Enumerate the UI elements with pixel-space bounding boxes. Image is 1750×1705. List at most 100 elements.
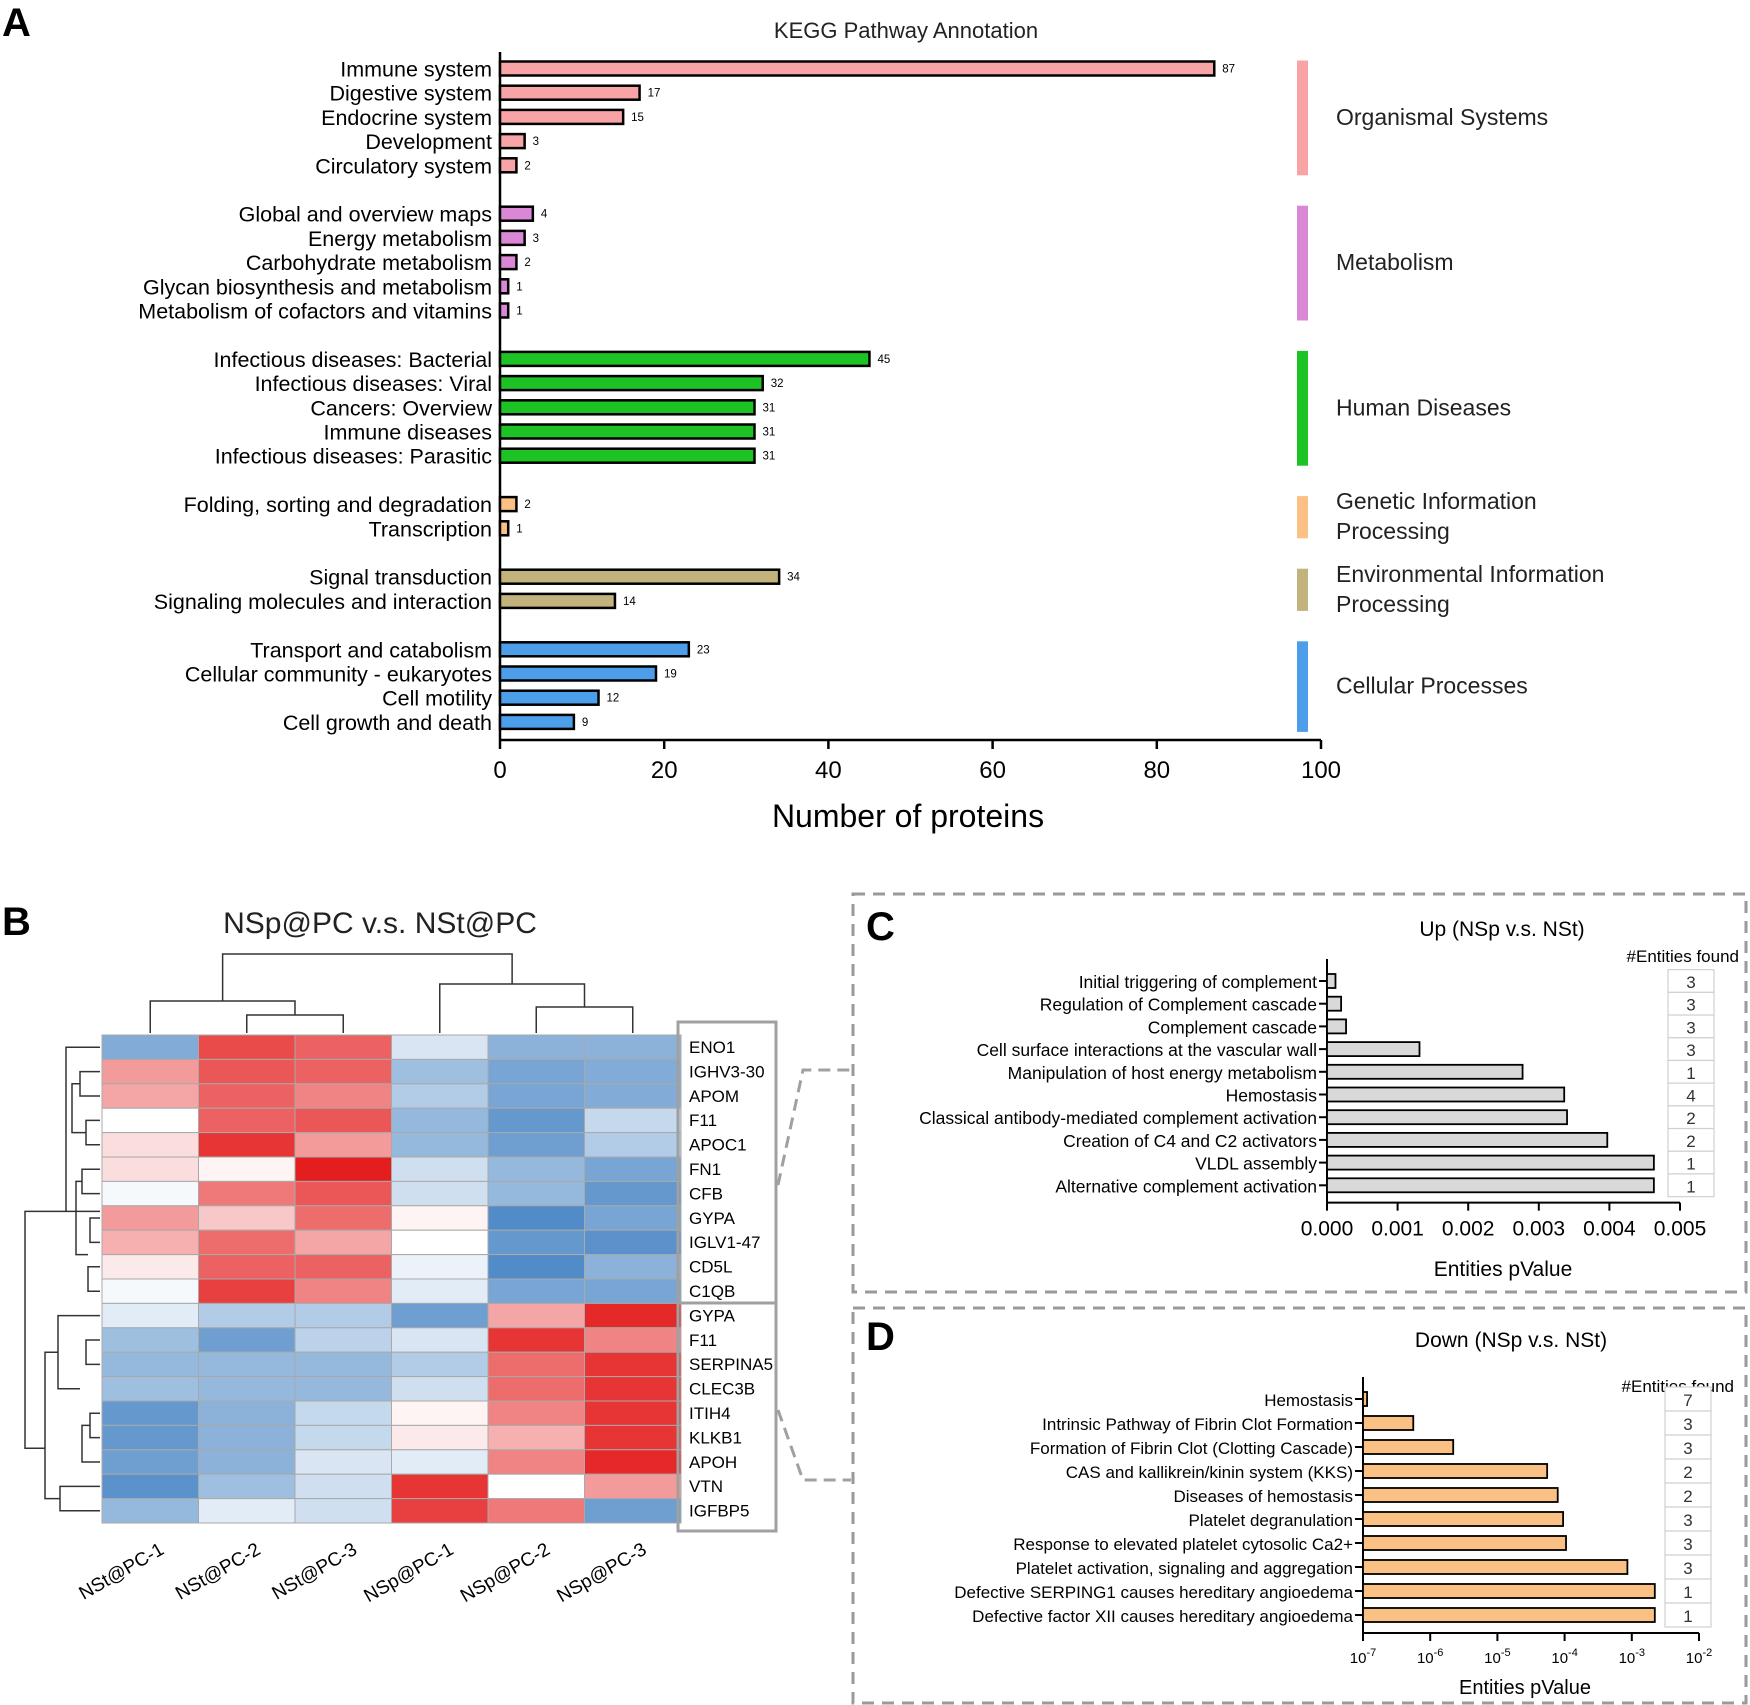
heatmap-cell	[584, 1205, 682, 1231]
chart-a-bar	[498, 568, 781, 585]
heatmap-row-dendrogram	[87, 1266, 100, 1292]
chart-c-category-label: Creation of C4 and C2 activators	[1063, 1131, 1317, 1151]
chart-d-x-tick-exponent: -6	[1434, 1647, 1444, 1659]
heatmap-cell	[294, 1205, 392, 1231]
heatmap-cell	[101, 1327, 199, 1353]
chart-a-value-label: 2	[524, 257, 530, 269]
heatmap-column-dendrogram	[246, 1014, 344, 1033]
heatmap-cell	[487, 1180, 585, 1207]
chart-d-x-tick-label: 10-2	[1686, 1647, 1712, 1667]
heatmap-cell	[584, 1156, 682, 1182]
heatmap-cell	[198, 1449, 296, 1475]
chart-d-entities-value: 1	[1683, 1607, 1692, 1626]
heatmap-cell	[391, 1156, 489, 1182]
panel-letter-c: C	[866, 905, 895, 949]
heatmap-cell	[101, 1205, 199, 1231]
heatmap-cell	[101, 1302, 199, 1329]
heatmap-row-dendrogram	[65, 1046, 100, 1213]
panel-c-frame	[851, 892, 1748, 1294]
chart-a-category-label: Global and overview maps	[239, 203, 492, 227]
chart-c-xlabel: Entities pValue	[1434, 1258, 1573, 1281]
chart-d-bar	[1362, 1535, 1567, 1551]
heatmap-cell	[198, 1302, 296, 1329]
chart-c-entities-value: 3	[1686, 1041, 1695, 1060]
chart-d-category-label: Platelet degranulation	[1189, 1511, 1353, 1530]
chart-a-bar	[498, 350, 871, 368]
chart-a-group-bar	[1297, 205, 1308, 321]
chart-a-bar	[498, 84, 641, 101]
chart-a-bar	[498, 689, 600, 706]
chart-d-bar	[1362, 1391, 1368, 1407]
heatmap-row-dendrogram	[89, 1217, 100, 1244]
chart-a-group-label-line: Cellular Processes	[1336, 673, 1528, 699]
chart-c-bar	[1326, 1041, 1421, 1057]
chart-a-category-label: Signal transduction	[309, 566, 492, 590]
chart-d-entities-cell	[1664, 1482, 1712, 1508]
heatmap-row-dendrogram	[75, 1180, 88, 1256]
chart-d-entities-value: 3	[1683, 1511, 1692, 1530]
heatmap-cell	[391, 1107, 489, 1134]
panel-letter-a: A	[2, 1, 31, 45]
heatmap-row-label: GYPA	[689, 1306, 736, 1325]
heatmap-row-dendrogram	[85, 1339, 100, 1366]
chart-c-bar	[1326, 1132, 1609, 1148]
heatmap-row-label: IGFBP5	[689, 1502, 749, 1521]
heatmap-row-label: CFB	[689, 1184, 723, 1203]
heatmap-cell	[198, 1278, 296, 1304]
chart-c-category-label: Manipulation of host energy metabolism	[1008, 1063, 1317, 1083]
chart-a-value-label: 1	[516, 281, 522, 293]
chart-a-value-label: 45	[877, 354, 890, 366]
chart-a-bar	[498, 60, 1216, 77]
heatmap-cell	[391, 1473, 489, 1500]
heatmap-cell	[391, 1400, 489, 1426]
chart-d-category-label: Intrinsic Pathway of Fibrin Clot Formati…	[1042, 1415, 1353, 1434]
heatmap-cell	[391, 1449, 489, 1475]
heatmap-row-dendrogram	[44, 1351, 60, 1500]
heatmap-cell	[584, 1132, 682, 1158]
heatmap-cell	[198, 1424, 296, 1451]
chart-a-bar	[498, 713, 576, 731]
heatmap-cell	[391, 1498, 489, 1524]
chart-d-entities-cell	[1664, 1554, 1712, 1580]
chart-a-value-label: 1	[516, 523, 522, 535]
chart-a-value-label: 12	[607, 693, 620, 705]
chart-c-entities-cell	[1667, 1173, 1715, 1198]
panel-d-frame	[851, 1306, 1748, 1705]
heatmap-cell	[487, 1107, 585, 1134]
heatmap-row-dendrogram	[81, 1424, 100, 1463]
heatmap-cell	[391, 1229, 489, 1256]
heatmap-cell	[101, 1400, 199, 1426]
heatmap-cell	[294, 1180, 392, 1207]
chart-c-x-tick-label: 0.003	[1513, 1218, 1566, 1241]
kegg-annotation-chart: KEGG Pathway Annotation Number of protei…	[138, 18, 1604, 834]
heatmap-cell	[198, 1400, 296, 1426]
heatmap-cell	[198, 1132, 296, 1158]
heatmap-column-label: NSt@PC-1	[76, 1539, 168, 1604]
chart-d-entities-cell	[1664, 1386, 1712, 1412]
heatmap-cell	[584, 1058, 682, 1085]
heatmap-cell	[487, 1449, 585, 1475]
chart-d-entities-value: 2	[1683, 1463, 1692, 1482]
chart-a-value-label: 34	[787, 572, 800, 584]
chart-c-entities-value: 1	[1686, 1064, 1695, 1083]
chart-a-group-label: Genetic Information Processing	[1336, 488, 1537, 544]
chart-d-x-tick-base: 10	[1619, 1650, 1636, 1667]
chart-a-value-label: 15	[631, 112, 644, 124]
heatmap-cell	[294, 1254, 392, 1280]
chart-a-category-label: Circulatory system	[315, 154, 492, 178]
chart-c-x-tick-label: 0.002	[1442, 1218, 1495, 1241]
chart-c-entities-value: 2	[1686, 1109, 1695, 1128]
up-pathway-chart: Up (NSp v.s. NSt) #Entities found Entiti…	[851, 892, 1748, 1294]
chart-a-bar	[498, 302, 510, 319]
chart-a-group-bar	[1297, 496, 1308, 539]
chart-a-category-label: Endocrine system	[321, 106, 492, 130]
heatmap-column-dendrogram	[149, 1000, 296, 1033]
heatmap-cell	[294, 1278, 392, 1304]
chart-d-bar	[1362, 1415, 1415, 1431]
heatmap-cell	[198, 1229, 296, 1256]
heatmap-cell	[101, 1034, 199, 1060]
heatmap-cell	[101, 1180, 199, 1207]
chart-a-category-label: Transport and catabolism	[250, 638, 492, 662]
chart-a-category-label: Metabolism of cofactors and vitamins	[138, 300, 492, 324]
chart-a-group-label: Cellular Processes	[1336, 673, 1528, 699]
